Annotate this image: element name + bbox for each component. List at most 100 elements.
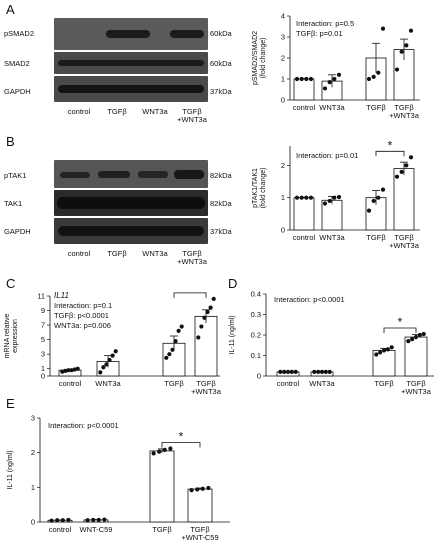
significance-star: * [388,140,393,152]
y-tick-label: 0 [257,372,261,381]
data-point [380,26,386,31]
y-tick-label: 3 [41,350,45,359]
panel-label-e: E [6,396,15,411]
annotation-text: Interaction: p=0.1 [54,301,112,310]
data-point [179,324,184,329]
y-tick-label: 0.2 [251,331,261,340]
y-tick-label: 11 [37,292,45,301]
y-axis-label-line: pTAK1/TAK1 [252,168,259,208]
panel-label-c: C [6,276,16,291]
data-point [49,518,54,523]
data-point [199,324,204,329]
significance-bracket [161,442,201,448]
data-point [98,370,103,375]
data-point [168,446,173,451]
y-axis-label-line: IL-11 (ng/ml) [7,450,14,489]
y-tick-label: 0 [281,96,285,105]
data-point [336,72,342,77]
blot-kda-label: 37kDa [210,227,232,236]
plot-area: 0 0.1 0.2 0.3 0.4 IL-11 (ng/ml) control WNT3a TG… [229,290,434,396]
data-point [104,362,109,367]
bar [187,488,213,523]
x-tick-label: TGFβ [394,233,414,242]
blot-kda-label: 37kDa [210,87,232,96]
data-point [421,331,426,337]
y-axis-label: pSMAD2/SMAD2 (fold change) [252,31,267,85]
x-tick-label: control [277,379,300,388]
blot-row-label: pTAK1 [4,171,27,180]
y-tick-label: 5 [41,335,45,344]
y-tick-label: 0.4 [251,290,261,299]
y-tick-label: 2 [31,448,35,457]
data-point [319,369,325,374]
annotation-text: TGFβ: p=0.01 [296,29,343,38]
data-point [410,337,415,342]
data-point [113,349,118,354]
data-point [404,43,409,48]
x-tick-label: WNT3a [319,233,345,242]
data-point [327,80,332,85]
data-point [66,517,71,523]
data-point [408,28,414,33]
y-tick-label: 1 [41,364,45,373]
data-point [376,70,381,75]
x-tick-label: TGFβ [196,379,216,388]
y-tick-label: 2 [281,54,285,63]
blot-lane-label: TGFβ +WNT3a [177,107,207,124]
data-point [304,76,309,82]
y-tick-label: 1 [281,193,285,202]
y-tick-label: 0 [281,226,285,235]
blot-lane-label: control [67,249,91,258]
data-point [327,198,332,204]
y-tick-label: 3 [281,33,285,42]
data-point [316,369,321,374]
data-point [285,369,291,374]
blot-row-label: TAK1 [4,199,23,208]
data-point [151,451,156,456]
data-point [164,355,169,360]
chart-c: 01 3 5 7 9 11 mRNA relative expression control WN… [4,288,222,396]
data-point [385,347,390,352]
x-tick-label: WNT3a [319,103,345,112]
bar [149,450,175,523]
annotation-text: Interaction: p=0.5 [296,19,354,28]
x-tick-label: control [59,379,82,388]
bar [293,78,315,101]
blot-kda-label: 82kDa [210,171,232,180]
data-point [110,353,115,358]
blot-lane-label: TGFβ [107,107,127,116]
chart-d: 0 0.1 0.2 0.3 0.4 IL-11 (ng/ml) control WNT3a TG… [229,290,434,396]
x-tick-label: TGFβ [164,379,184,388]
bar [194,315,218,377]
x-tick-label: control [293,233,316,242]
significance-star: * [188,288,193,294]
annotation-text: TGFβ: p<0.0001 [54,311,109,320]
plot-area: 0 1 2 3 4 pSMAD2/SMAD2 (fold change) control WNT… [252,12,420,120]
data-point [60,518,65,523]
x-tick-label: WNT3a [309,379,335,388]
data-point [167,352,172,357]
panel-label-d: D [228,276,238,291]
y-axis-label-line: IL-11 (ng/ml) [229,315,236,354]
data-point [404,163,409,168]
data-point [206,485,211,491]
data-point [366,208,372,213]
bar [293,197,315,231]
x-tick-label: TGFβ [152,525,172,534]
blot-row-label: SMAD2 [4,59,30,68]
x-tick-label: TGFβ [366,103,386,112]
y-axis-label-line: pSMAD2/SMAD2 [252,31,259,85]
data-point [406,339,411,344]
significance-bracket [375,150,405,157]
data-point [327,369,332,374]
y-axis-label-line: mRNA relative [4,314,11,359]
data-point [336,194,342,200]
data-point [289,369,294,374]
data-point [196,335,201,340]
data-point [389,345,394,350]
data-point [202,315,207,320]
data-point [162,447,167,452]
y-axis-label: pTAK1/TAK1 (fold change) [252,168,267,209]
x-tick-label: TGFβ [394,103,414,112]
panel-label-a: A [6,2,15,17]
